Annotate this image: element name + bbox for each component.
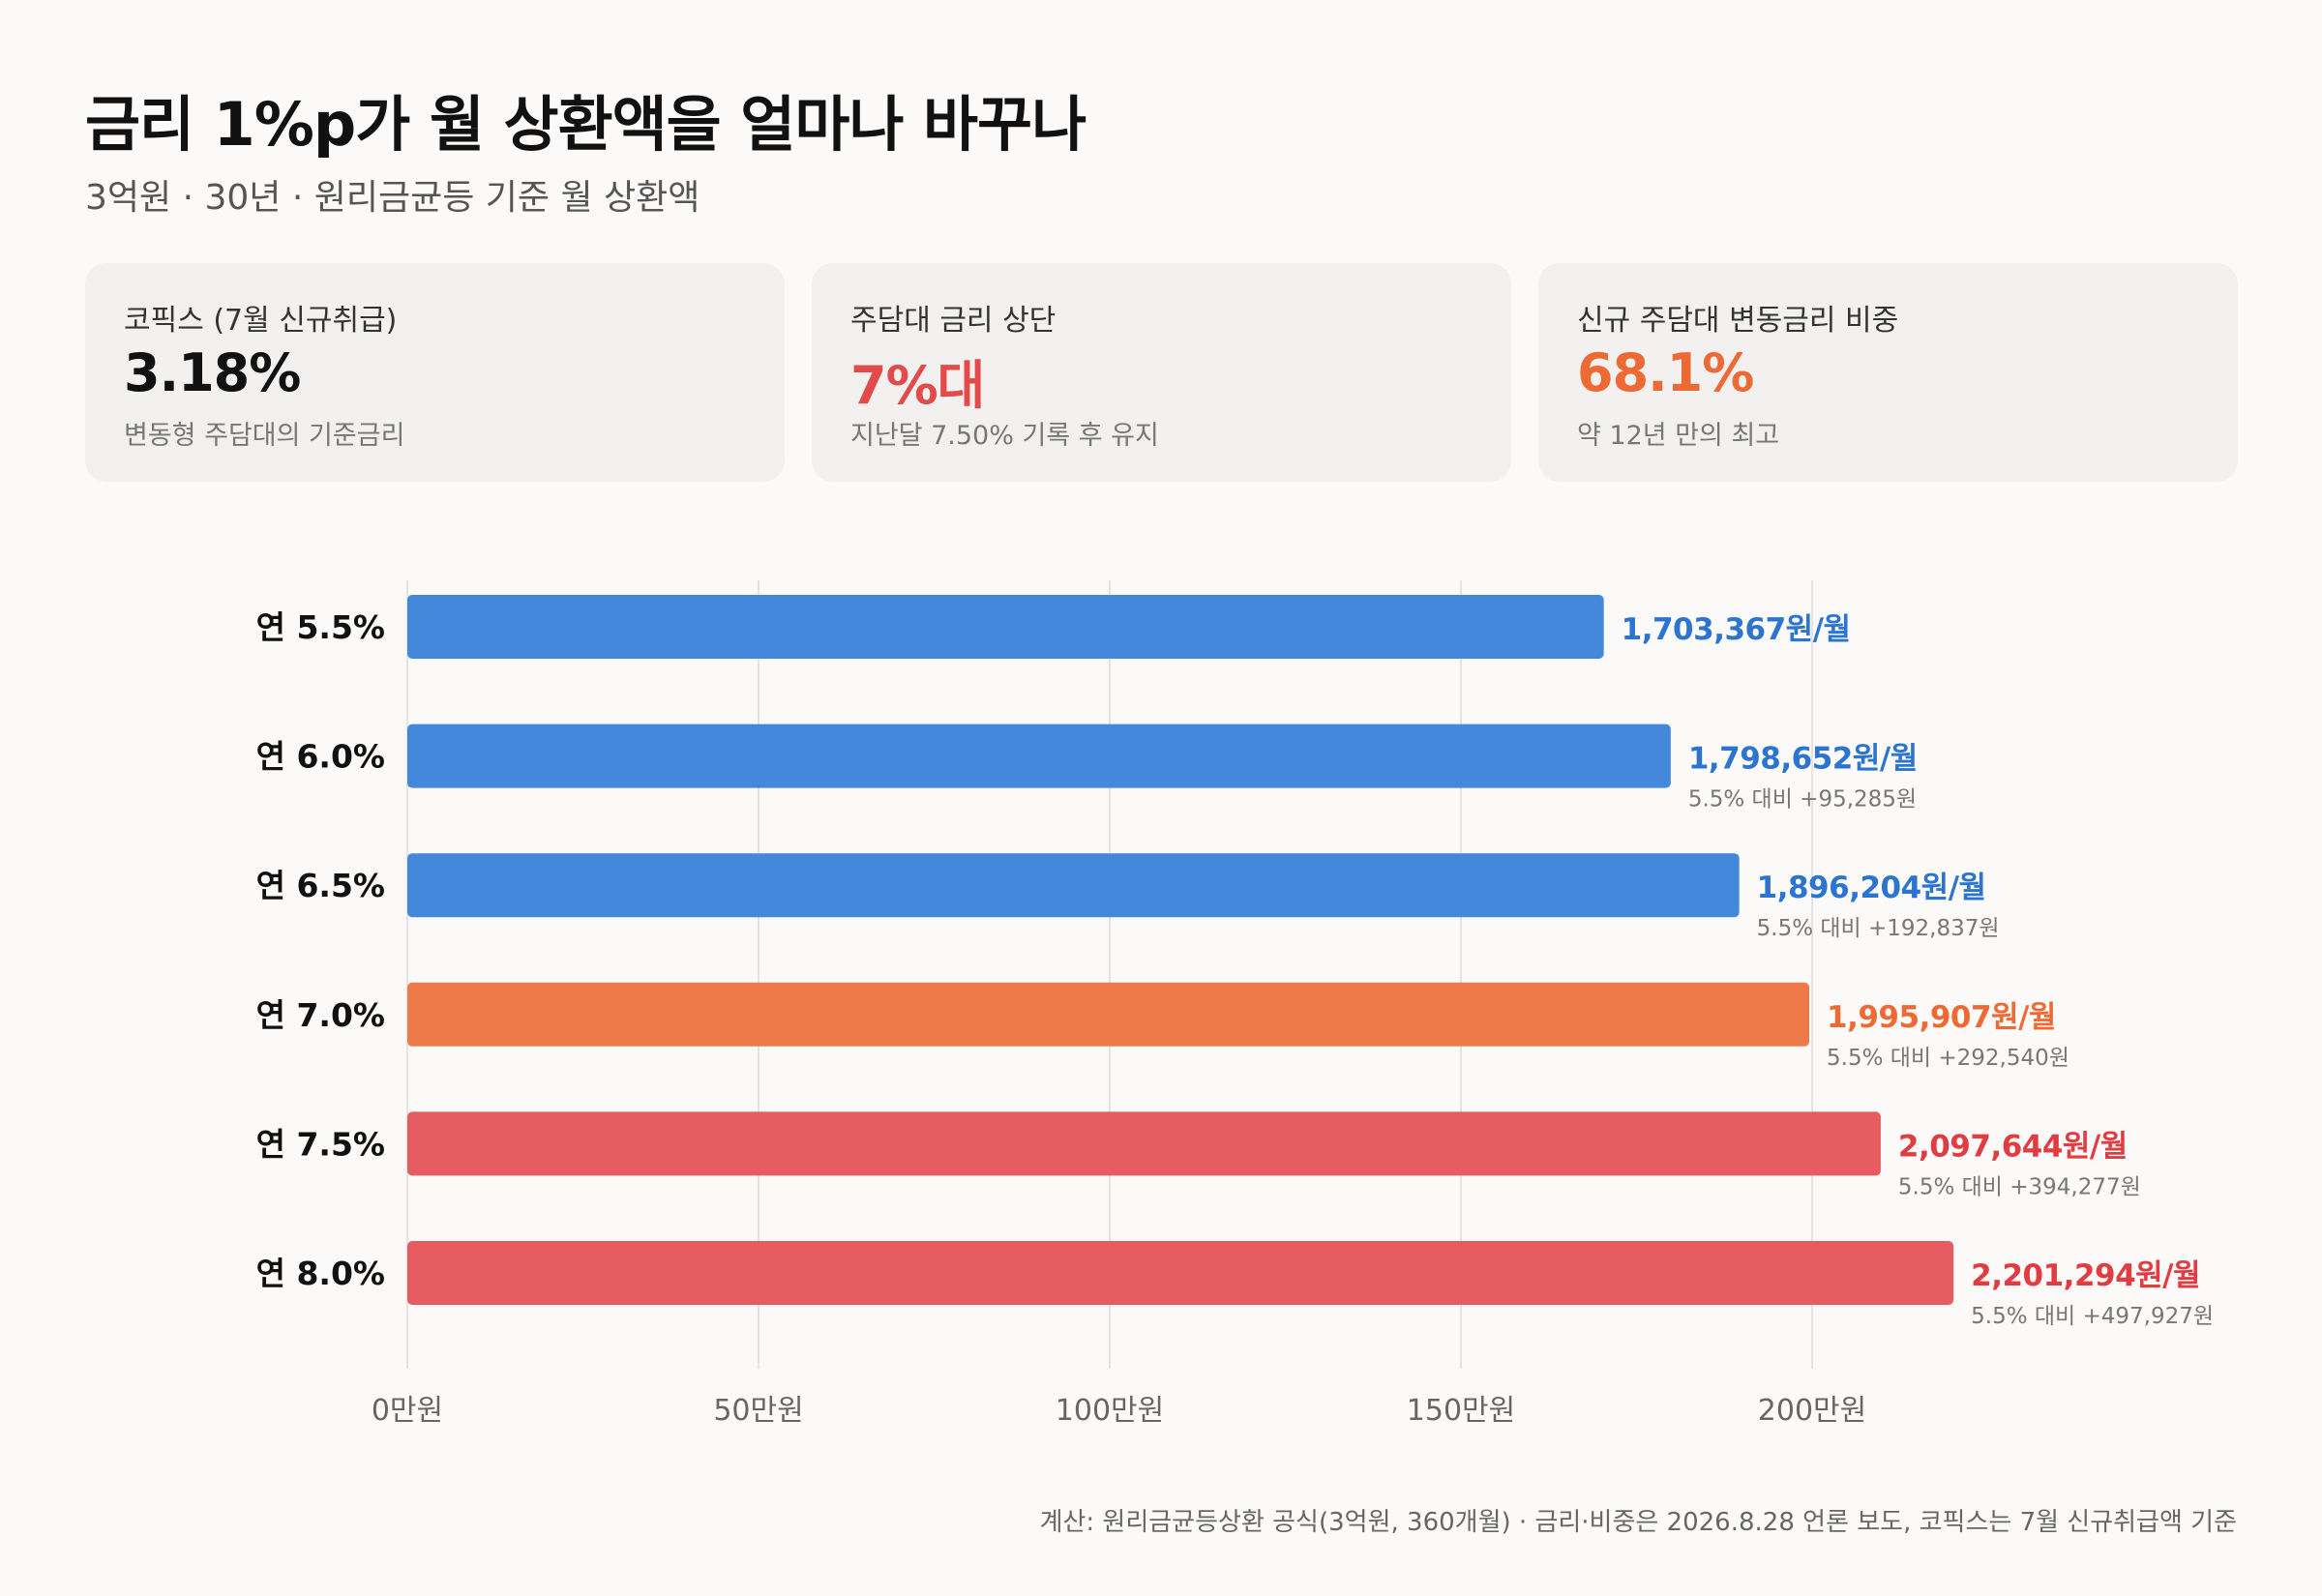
diff-label: 5.5% 대비 +95,285원 [1688, 787, 1917, 813]
card-value: 68.1% [1577, 342, 1754, 403]
diff-label: 5.5% 대비 +292,540원 [1827, 1046, 2069, 1071]
bar [407, 1111, 1881, 1176]
category-label: 연 7.0% [256, 996, 385, 1034]
card-note: 약 12년 만의 최고 [1577, 421, 1780, 451]
category-label: 연 6.5% [256, 867, 385, 904]
footnote: 계산: 원리금균등상환 공식(3억원, 360개월) · 금리·비중은 2026… [1039, 1508, 2237, 1537]
x-tick-label: 100만원 [1056, 1394, 1164, 1428]
card-label: 신규 주담대 변동금리 비중 [1577, 304, 1899, 338]
card-value: 3.18% [124, 342, 301, 403]
category-label: 연 6.0% [256, 738, 385, 776]
card-note: 지난달 7.50% 기록 후 유지 [850, 421, 1159, 451]
card-value: 7%대 [850, 355, 985, 416]
card-note: 변동형 주담대의 기준금리 [124, 421, 405, 451]
bar [407, 724, 1671, 788]
diff-label: 5.5% 대비 +192,837원 [1757, 916, 2000, 941]
diff-label: 5.5% 대비 +394,277원 [1898, 1174, 2141, 1199]
bar [407, 982, 1810, 1047]
card-cofix: 코픽스 (7월 신규취급) 3.18% 변동형 주담대의 기준금리 [85, 263, 785, 482]
category-label: 연 5.5% [256, 608, 385, 646]
card-rate-upper: 주담대 금리 상단 7%대 지난달 7.50% 기록 후 유지 [812, 263, 1511, 482]
value-label: 1,896,204원/월 [1757, 871, 1986, 905]
bar [407, 595, 1604, 659]
value-label: 1,995,907원/월 [1827, 1000, 2056, 1035]
x-tick-label: 200만원 [1758, 1394, 1866, 1428]
x-tick-label: 0만원 [372, 1394, 443, 1428]
value-label: 2,097,644원/월 [1898, 1129, 2128, 1164]
diff-label: 5.5% 대비 +497,927원 [1971, 1304, 2214, 1329]
chart-title: 금리 1%p가 월 상환액을 얼마나 바꾸나 [85, 89, 1087, 160]
bar [407, 1241, 1954, 1305]
chart-subtitle: 3억원 · 30년 · 원리금균등 기준 월 상환액 [85, 178, 700, 218]
value-label: 1,798,652원/월 [1688, 742, 1918, 777]
x-tick-label: 150만원 [1407, 1394, 1515, 1428]
card-label: 주담대 금리 상단 [850, 304, 1057, 338]
bar [407, 853, 1740, 918]
card-variable-share: 신규 주담대 변동금리 비중 68.1% 약 12년 만의 최고 [1538, 263, 2238, 482]
summary-cards: 코픽스 (7월 신규취급) 3.18% 변동형 주담대의 기준금리 주담대 금리… [85, 263, 2238, 482]
x-tick-label: 50만원 [713, 1394, 803, 1428]
card-label: 코픽스 (7월 신규취급) [124, 304, 398, 338]
bar-chart: 0만원 50만원 100만원 150만원 200만원 연 5.5% 1,703,367원/월… [256, 580, 2214, 1428]
value-label: 2,201,294원/월 [1971, 1258, 2200, 1293]
category-label: 연 8.0% [256, 1255, 385, 1292]
value-label: 1,703,367원/월 [1622, 612, 1851, 647]
category-label: 연 7.5% [256, 1125, 385, 1163]
